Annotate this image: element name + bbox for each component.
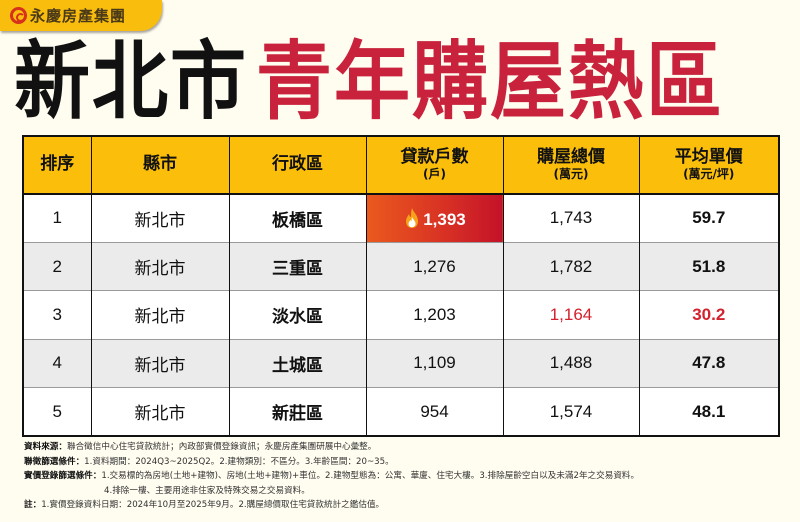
district-cell: 板橋區 <box>228 193 366 243</box>
note-actual-price-filter: 實價登錄篩選條件：1.交易標的為房地(土地+建物)、房地(土地+建物)+車位。2… <box>24 471 640 482</box>
city-cell: 新北市 <box>90 193 229 243</box>
rank-cell: 2 <box>22 241 91 291</box>
rank-cell: 3 <box>22 290 91 340</box>
table-row: 3 新北市 淡水區 1,203 1,164 30.2 <box>22 290 779 340</box>
col-header-total-price: 購屋總價 (萬元) <box>502 136 639 195</box>
brand-name: 永慶房產集團 <box>30 7 127 25</box>
district-cell: 三重區 <box>228 241 366 291</box>
col-header-loans: 貸款戶數 (戶) <box>365 136 503 195</box>
col-header-city: 縣市 <box>90 136 229 195</box>
total-price-cell: 1,743 <box>502 193 639 243</box>
flame-icon <box>406 207 419 228</box>
total-price-cell-highlight: 1,164 <box>502 290 639 340</box>
title-topic: 青年購屋熱區 <box>256 31 724 132</box>
table-header-row: 排序 縣市 行政區 貸款戶數 (戶) 購屋總價 (萬元) 平均單價 (萬元/坪) <box>22 136 779 195</box>
loans-cell-hot: 1,393 <box>365 193 503 243</box>
total-price-cell: 1,488 <box>502 338 639 388</box>
unit-price-cell: 47.8 <box>638 338 779 388</box>
city-cell: 新北市 <box>90 290 229 340</box>
col-header-rank: 排序 <box>22 136 91 195</box>
loans-cell: 1,203 <box>365 290 503 340</box>
page-title: 新北市 青年購屋熱區 <box>14 36 724 128</box>
table-row: 2 新北市 三重區 1,276 1,782 51.8 <box>22 241 779 291</box>
note-source: 資料來源：聯合徵信中心住宅貸款統計；內政部實價登錄資訊；永慶房產集團研展中心彙整… <box>24 442 377 452</box>
rank-cell: 5 <box>22 387 91 436</box>
total-price-cell: 1,782 <box>502 241 639 291</box>
district-cell: 新莊區 <box>228 387 366 436</box>
yungching-logo-icon <box>10 7 27 24</box>
district-cell: 土城區 <box>228 338 366 388</box>
rank-cell: 4 <box>22 338 91 388</box>
title-city: 新北市 <box>14 31 248 132</box>
total-price-cell: 1,574 <box>502 387 639 436</box>
loans-cell: 1,109 <box>365 338 503 388</box>
unit-price-cell: 48.1 <box>638 387 779 436</box>
note-jcic-filter: 聯徵篩選條件：1.資料期間：2024Q3~2025Q2。2.建物類別：不區分。3… <box>24 456 394 467</box>
col-header-district: 行政區 <box>228 136 366 195</box>
unit-price-cell: 51.8 <box>638 241 779 291</box>
unit-price-cell-highlight: 30.2 <box>638 290 779 340</box>
ranking-table: 排序 縣市 行政區 貸款戶數 (戶) 購屋總價 (萬元) 平均單價 (萬元/坪) 1 … <box>22 135 780 437</box>
district-cell: 淡水區 <box>228 290 366 340</box>
table-row: 1 新北市 板橋區 1,393 1,743 59.7 <box>22 193 779 243</box>
city-cell: 新北市 <box>90 241 229 291</box>
loans-cell: 954 <box>365 387 503 436</box>
note-actual-price-filter-cont: 4.排除一樓、主要用途非住家及特殊交易之交易資料。 <box>104 485 310 496</box>
rank-cell: 1 <box>22 193 91 243</box>
loans-cell: 1,276 <box>365 241 503 291</box>
table-row: 5 新北市 新莊區 954 1,574 48.1 <box>22 387 779 436</box>
footnotes: 資料來源：聯合徵信中心住宅貸款統計；內政部實價登錄資訊；永慶房產集團研展中心彙整… <box>24 440 784 513</box>
note-remark: 註：1.實價登錄資料日期：2024年10月至2025年9月。2.購屋總價取住宅貸… <box>24 500 385 511</box>
brand-logo-tab: 永慶房產集團 <box>0 0 162 31</box>
city-cell: 新北市 <box>90 387 229 436</box>
col-header-unit-price: 平均單價 (萬元/坪) <box>638 136 779 195</box>
table-row: 4 新北市 土城區 1,109 1,488 47.8 <box>22 338 779 388</box>
unit-price-cell: 59.7 <box>638 193 779 243</box>
city-cell: 新北市 <box>90 338 229 388</box>
